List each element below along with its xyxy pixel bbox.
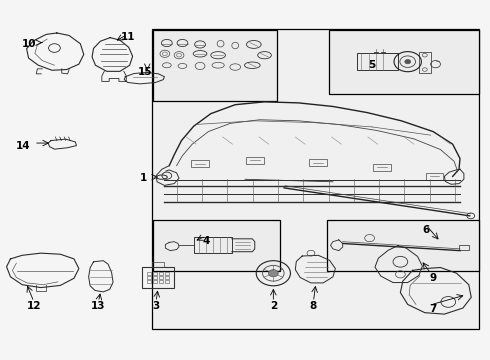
Text: 6: 6: [422, 225, 429, 235]
Bar: [153, 272, 157, 275]
Bar: [373, 164, 391, 171]
Bar: [143, 267, 173, 288]
Bar: [165, 280, 169, 283]
Text: 4: 4: [202, 236, 210, 246]
Bar: [147, 280, 151, 283]
Bar: [147, 276, 151, 279]
Bar: [152, 30, 479, 329]
Text: 1: 1: [140, 173, 147, 183]
Bar: [191, 160, 209, 167]
Bar: [153, 276, 157, 279]
Bar: [153, 280, 157, 283]
Circle shape: [269, 270, 278, 277]
Bar: [246, 157, 264, 164]
Text: 3: 3: [152, 301, 160, 311]
Bar: [327, 220, 479, 271]
Text: 15: 15: [138, 67, 152, 77]
Text: 5: 5: [368, 60, 376, 70]
Bar: [153, 220, 280, 271]
Text: 2: 2: [270, 301, 277, 311]
Text: 12: 12: [26, 301, 41, 311]
Bar: [159, 272, 163, 275]
Bar: [147, 272, 151, 275]
Text: 13: 13: [91, 301, 106, 311]
Bar: [165, 276, 169, 279]
Bar: [152, 262, 164, 267]
Text: 14: 14: [15, 141, 30, 151]
Bar: [419, 51, 431, 73]
Bar: [159, 280, 163, 283]
Bar: [159, 276, 163, 279]
Bar: [357, 53, 398, 70]
Text: 10: 10: [22, 39, 36, 49]
Text: 7: 7: [430, 304, 437, 314]
Bar: [459, 245, 469, 249]
Bar: [426, 173, 443, 180]
Text: 11: 11: [121, 32, 135, 41]
Bar: [194, 237, 232, 253]
Bar: [310, 159, 327, 166]
Bar: [165, 272, 169, 275]
Text: 8: 8: [310, 301, 317, 311]
Bar: [329, 30, 479, 94]
Text: 9: 9: [430, 273, 437, 283]
Bar: [153, 30, 277, 101]
Circle shape: [405, 59, 411, 64]
